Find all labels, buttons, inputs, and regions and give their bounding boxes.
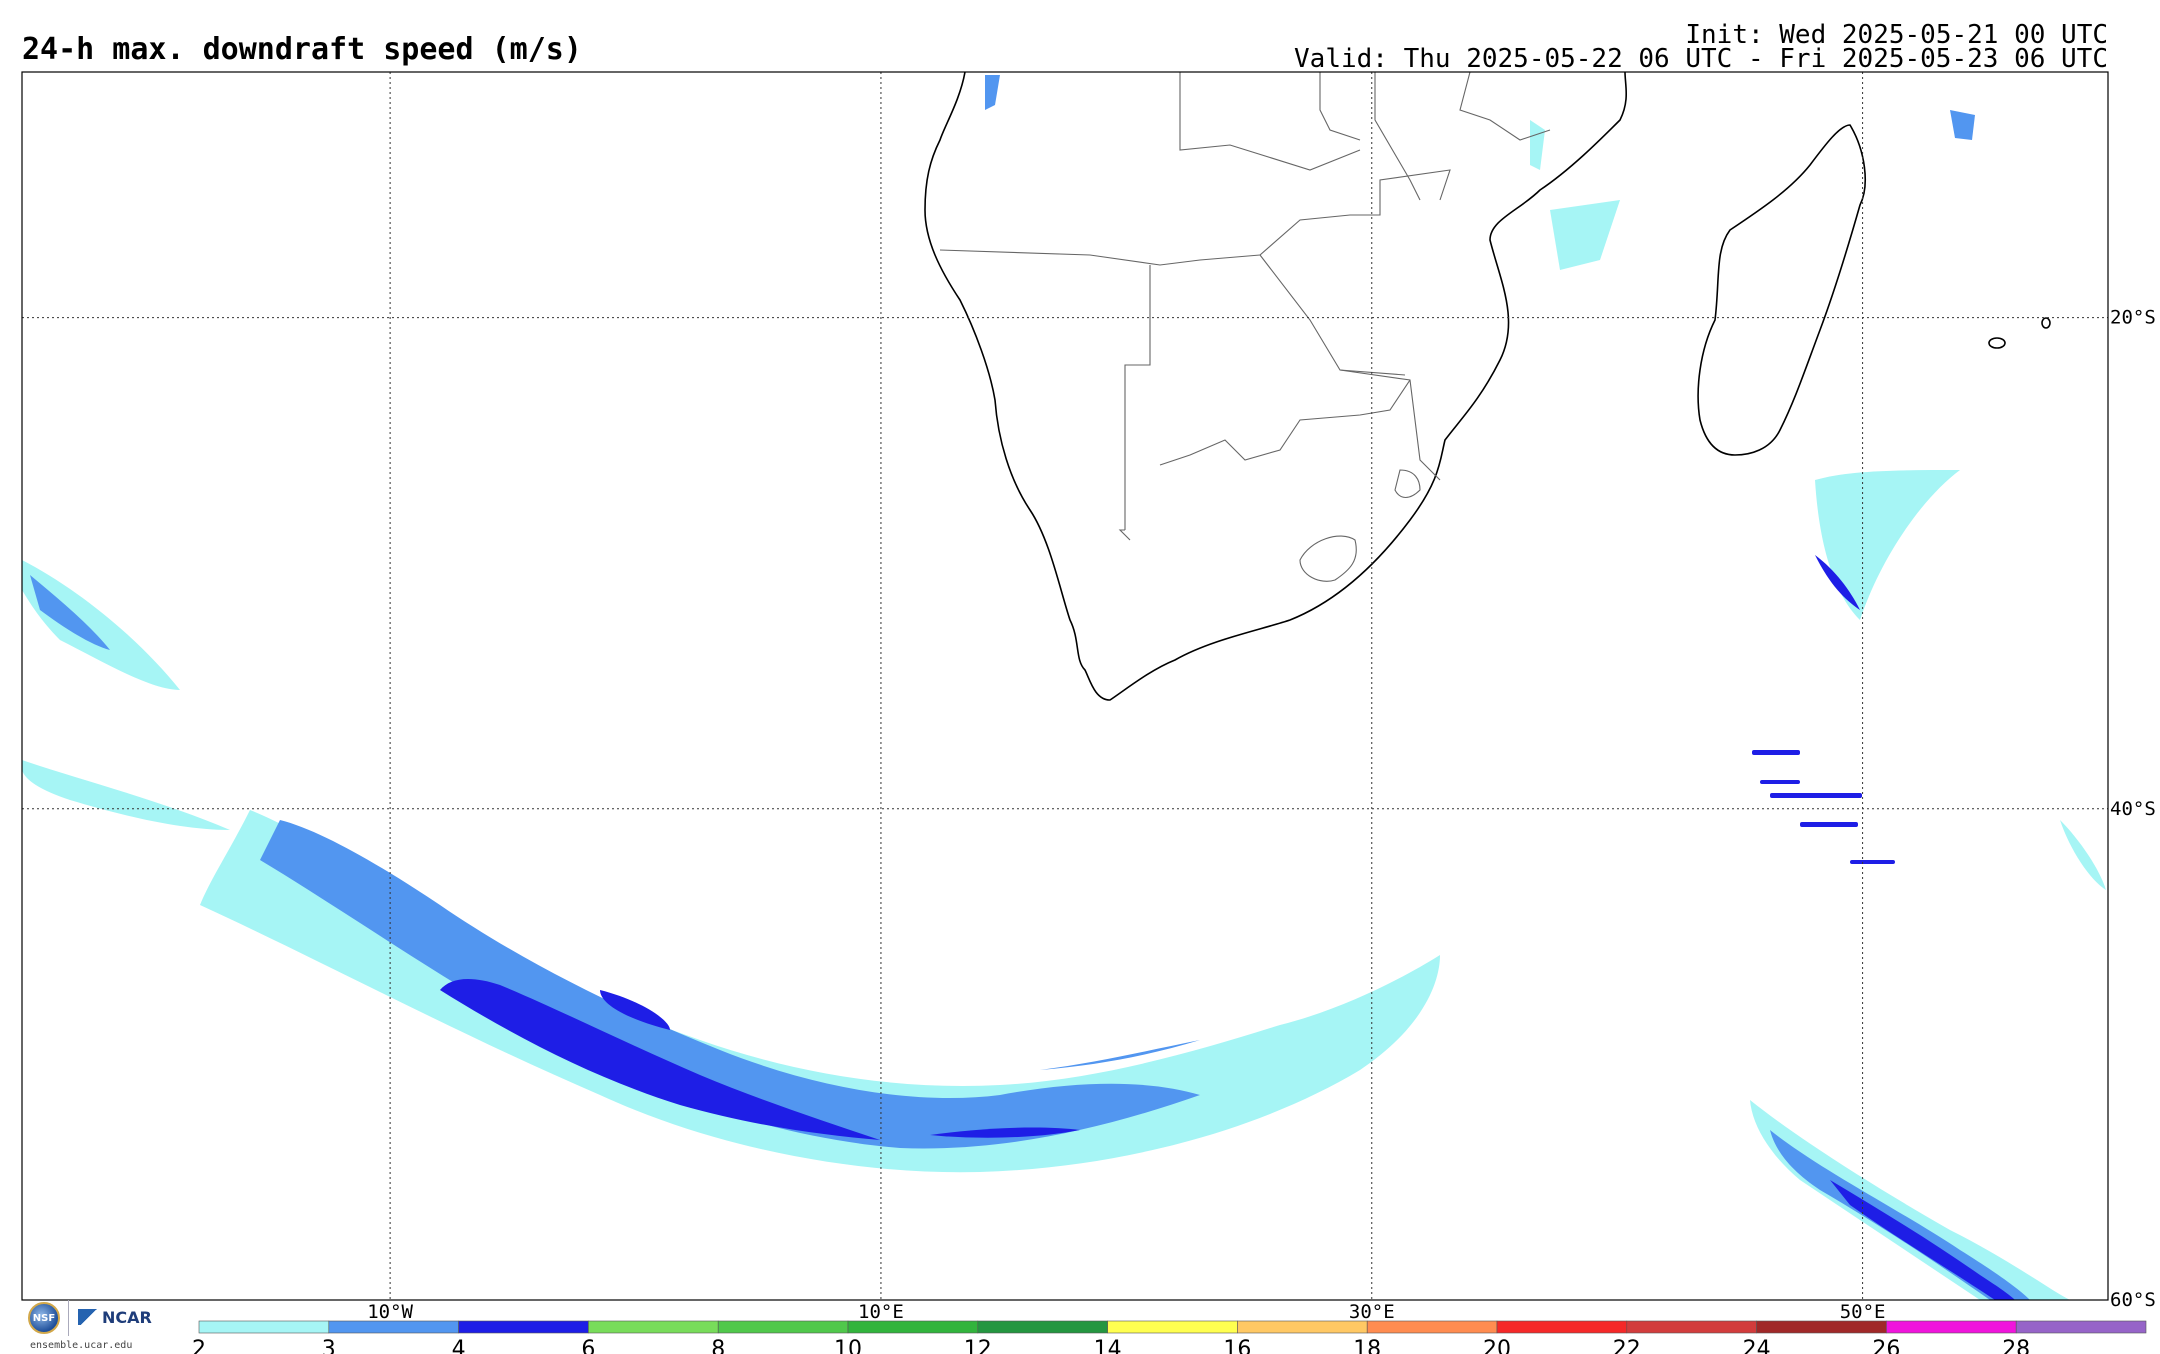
init-time: Init: Wed 2025-05-21 00 UTC [1685, 20, 2108, 50]
colorbar-swatch [1496, 1320, 1628, 1334]
lon-tick-label: 50°E [1840, 1301, 1886, 1323]
site-url: ensemble.ucar.edu [30, 1340, 133, 1351]
downdraft-field [22, 75, 2106, 1300]
colorbar-swatch [2015, 1320, 2147, 1334]
colorbar-level-label: 22 [1613, 1337, 1641, 1354]
colorbar-swatch [977, 1320, 1108, 1334]
coastlines [924, 72, 2051, 701]
downdraft-band-main-light [200, 810, 1440, 1173]
madagascar-coastline [1697, 124, 1866, 456]
colorbar-level-label: 10 [834, 1337, 862, 1354]
colorbar-level-label: 12 [964, 1337, 992, 1354]
colorbar-swatch [1756, 1320, 1887, 1334]
colorbar-level-label: 20 [1483, 1337, 1511, 1354]
colorbar-swatch [717, 1320, 849, 1334]
lat-tick-label: 40°S [2110, 798, 2156, 820]
downdraft-streaks-west [22, 560, 180, 690]
colorbar-swatch [1366, 1320, 1498, 1334]
downdraft-band-main-dark [440, 978, 880, 1140]
colorbar-swatch [198, 1320, 330, 1334]
ncar-mark-icon [78, 1309, 100, 1325]
colorbar-swatch [847, 1320, 979, 1334]
lat-tick-label: 60°S [2110, 1289, 2156, 1311]
nsf-logo: NSF [28, 1302, 60, 1334]
africa-coastline [924, 72, 1628, 701]
colorbar: 2 3 4 6 8 10 12 14 16 18 20 22 24 26 28 [192, 1320, 2147, 1354]
colorbar-level-label: 18 [1353, 1337, 1381, 1354]
colorbar-level-label: 14 [1094, 1337, 1122, 1354]
colorbar-level-label: 24 [1743, 1337, 1771, 1354]
colorbar-swatch [458, 1320, 589, 1334]
colorbar-swatch [328, 1320, 459, 1334]
ncar-logo: NCAR [78, 1308, 152, 1327]
ncar-wordmark: NCAR [102, 1308, 152, 1327]
logo-divider [68, 1300, 69, 1336]
lat-tick-label: 20°S [2110, 307, 2156, 329]
colorbar-swatch [1886, 1320, 2017, 1334]
colorbar-swatch [588, 1320, 719, 1334]
downdraft-band-main-mid [260, 820, 1200, 1149]
colorbar-swatch [1626, 1320, 1757, 1334]
map-title: 24-h max. downdraft speed (m/s) [22, 32, 582, 67]
credits: NSF NCAR ensemble.ucar.edu [22, 1300, 172, 1354]
colorbar-level-label: 28 [2002, 1337, 2030, 1354]
lon-tick-label: 30°E [1349, 1301, 1395, 1323]
lon-tick-label: 10°W [367, 1301, 413, 1323]
map-frame [21, 71, 2109, 1301]
colorbar-swatch [1237, 1320, 1368, 1334]
colorbar-level-label: 6 [581, 1337, 595, 1354]
lesotho-border [1299, 535, 1357, 582]
colorbar-level-label: 2 [192, 1337, 206, 1354]
lat-tick-labels: 20°S 40°S 60°S [2110, 307, 2156, 1311]
colorbar-level-label: 8 [711, 1337, 725, 1354]
country-borders [939, 72, 1551, 582]
lon-tick-label: 10°E [858, 1301, 904, 1323]
downdraft-band-southeast [1750, 1100, 2070, 1300]
lon-tick-labels: 10°W 10°E 30°E 50°E [367, 1301, 1885, 1323]
colorbar-level-label: 16 [1223, 1337, 1251, 1354]
colorbar-level-label: 3 [322, 1337, 336, 1354]
colorbar-level-label: 4 [452, 1337, 466, 1354]
valid-time: Valid: Thu 2025-05-22 06 UTC - Fri 2025-… [1294, 44, 2108, 74]
colorbar-swatch [1107, 1320, 1238, 1334]
colorbar-level-label: 26 [1872, 1337, 1900, 1354]
